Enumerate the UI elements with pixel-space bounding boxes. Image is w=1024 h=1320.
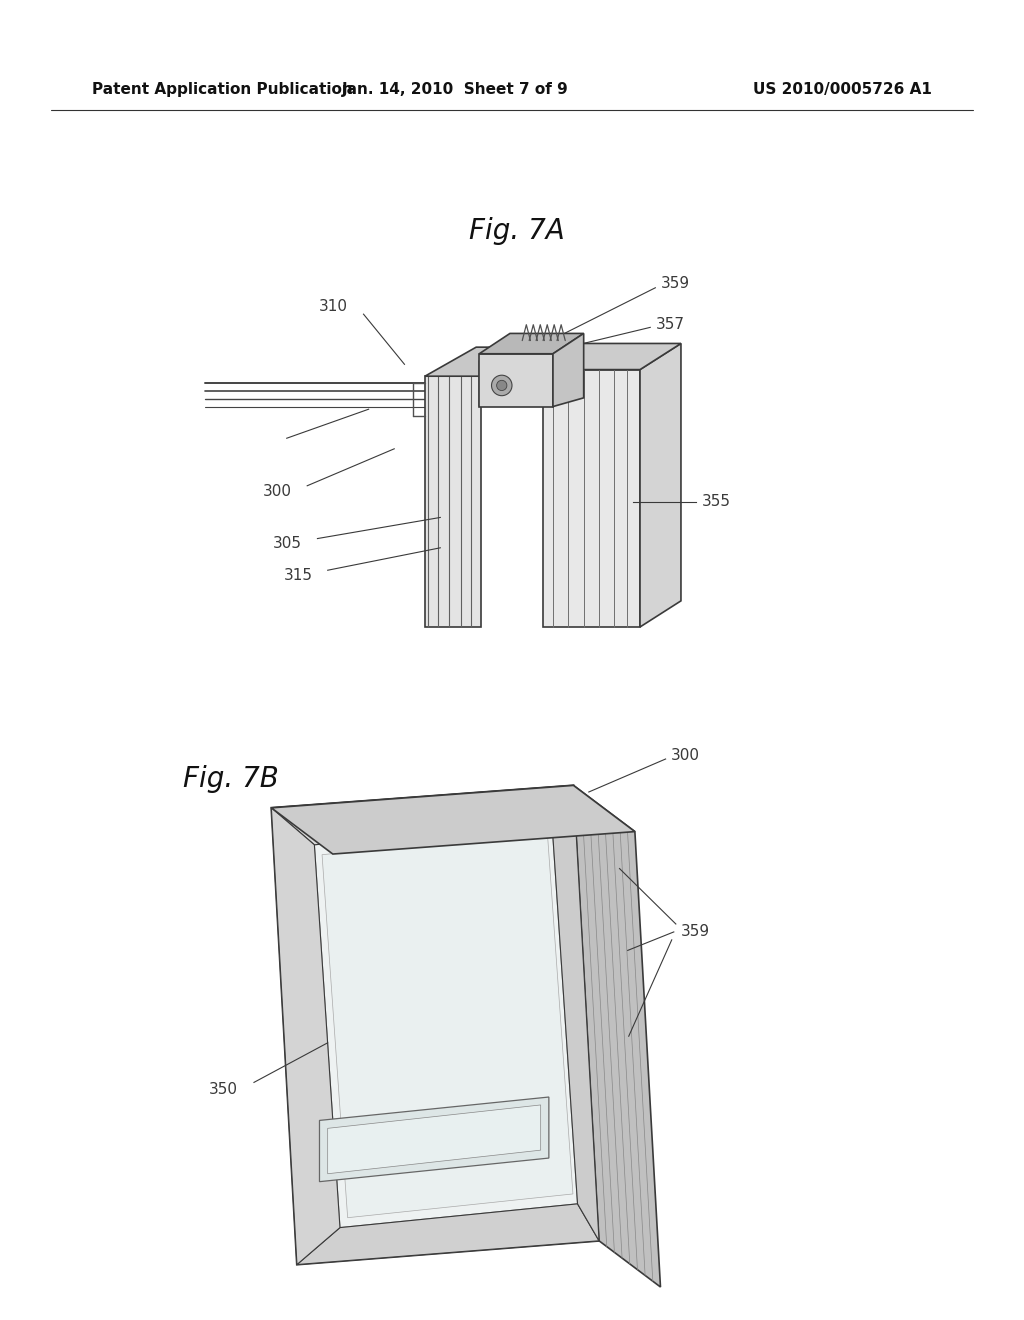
Text: 310: 310: [319, 298, 348, 314]
Polygon shape: [479, 334, 584, 354]
Circle shape: [492, 375, 512, 396]
Text: 305: 305: [273, 536, 302, 552]
Polygon shape: [271, 808, 340, 1265]
Polygon shape: [271, 785, 635, 854]
Text: 315: 315: [284, 568, 312, 583]
Text: 355: 355: [701, 494, 730, 510]
Polygon shape: [543, 343, 681, 370]
Text: 359: 359: [660, 276, 689, 292]
Text: 357: 357: [655, 317, 684, 333]
Text: 359: 359: [681, 924, 710, 940]
Polygon shape: [640, 343, 681, 627]
Text: Fig. 7A: Fig. 7A: [469, 216, 565, 246]
Polygon shape: [322, 833, 573, 1217]
Polygon shape: [479, 360, 481, 407]
Polygon shape: [297, 1204, 599, 1265]
Text: Jan. 14, 2010  Sheet 7 of 9: Jan. 14, 2010 Sheet 7 of 9: [342, 82, 569, 98]
Polygon shape: [552, 785, 599, 1241]
Polygon shape: [314, 822, 578, 1228]
Polygon shape: [425, 347, 532, 376]
Text: Fig. 7B: Fig. 7B: [182, 764, 279, 793]
Text: 300: 300: [671, 747, 699, 763]
Polygon shape: [271, 785, 573, 845]
Circle shape: [497, 380, 507, 391]
Polygon shape: [573, 785, 660, 1287]
Polygon shape: [328, 1105, 541, 1173]
Text: US 2010/0005726 A1: US 2010/0005726 A1: [753, 82, 932, 98]
Polygon shape: [425, 376, 481, 627]
Text: 300: 300: [263, 483, 292, 499]
Polygon shape: [543, 370, 640, 627]
Polygon shape: [553, 334, 584, 407]
Text: Patent Application Publication: Patent Application Publication: [92, 82, 353, 98]
Polygon shape: [271, 785, 599, 1265]
Polygon shape: [319, 1097, 549, 1181]
Polygon shape: [479, 354, 553, 407]
Text: 350: 350: [209, 1081, 238, 1097]
